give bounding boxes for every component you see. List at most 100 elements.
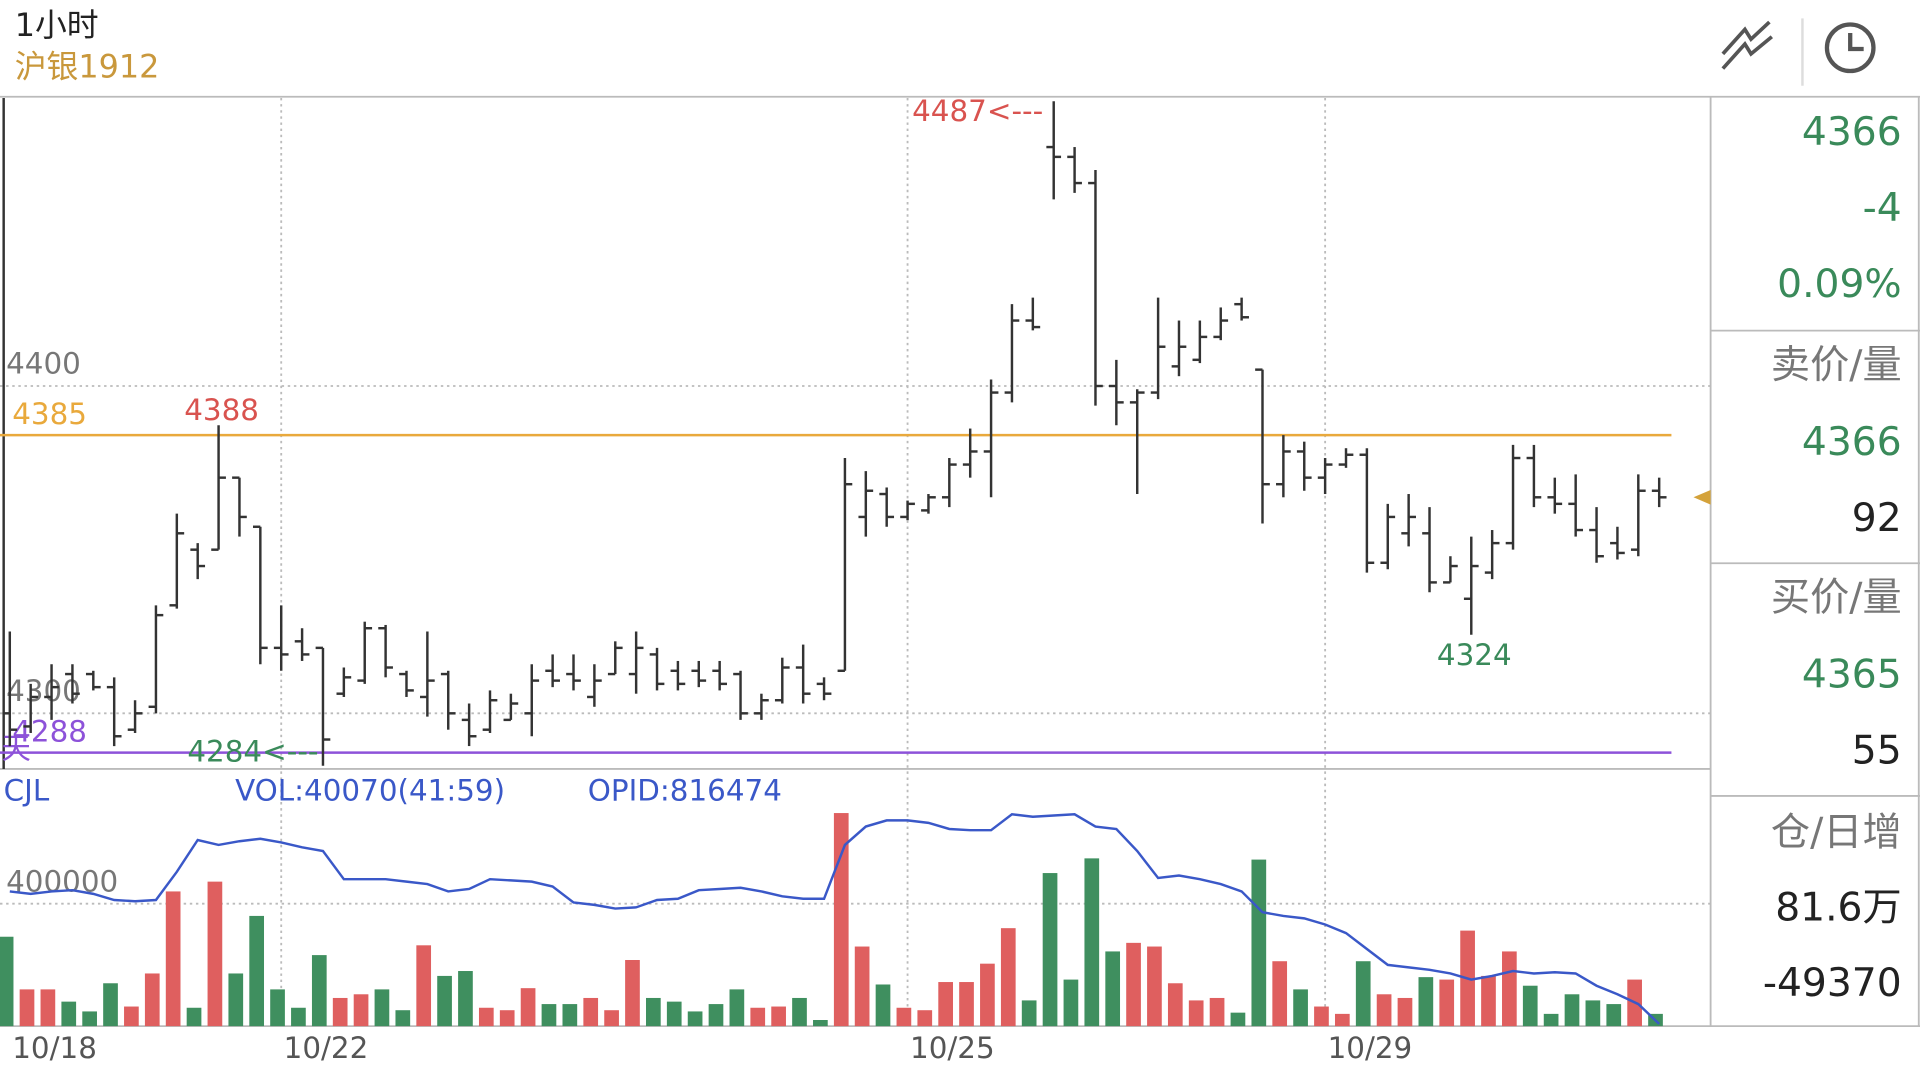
volume-bar [771, 1006, 786, 1027]
legend-entry: VOL:40070(41:59) [235, 774, 505, 808]
volume-bar [520, 988, 536, 1027]
volume-bar [1147, 946, 1162, 1027]
volume-bar [1522, 985, 1538, 1027]
oi-line [9, 813, 1661, 1025]
volume-bar [1042, 873, 1058, 1027]
volume-bar [1439, 979, 1455, 1027]
volume-bar [1606, 1004, 1622, 1027]
reference-label: 4385 [12, 397, 87, 431]
volume-bar [1585, 1000, 1601, 1027]
volume-bar [1564, 994, 1580, 1027]
volume-bar [896, 1007, 912, 1027]
volume-bar [1355, 961, 1371, 1027]
volume-bar [353, 994, 369, 1027]
legend-entry: CJL [4, 774, 50, 808]
volume-bar [144, 973, 160, 1027]
volume-bar [959, 982, 974, 1027]
y-tick-label: 4300 [6, 674, 81, 708]
x-tick-label: 10/18 [12, 1031, 97, 1065]
volume-bar [1418, 977, 1434, 1027]
volume-bar [938, 982, 953, 1027]
plot: 10/1810/2210/2510/2943004400438542888天40… [0, 97, 1711, 1065]
clock-icon[interactable] [1824, 22, 1876, 74]
volume-bar [604, 1010, 619, 1027]
bid-price: 4365 [1802, 653, 1902, 698]
volume-bar [1481, 975, 1496, 1027]
volume-bar [103, 983, 118, 1027]
volume-bar [0, 936, 14, 1027]
volume-bar [980, 963, 995, 1027]
volume-bar [458, 971, 473, 1027]
volume-bar [291, 1007, 306, 1027]
y-tick-label: 4400 [6, 347, 81, 381]
volume-bar [61, 1001, 77, 1027]
volume-bar [541, 1004, 557, 1027]
volume-bar [499, 1010, 515, 1027]
volume-bar [1167, 983, 1183, 1027]
volume-bar [583, 997, 599, 1027]
last-price: 4366 [1802, 110, 1902, 155]
change-pct: 0.09% [1777, 262, 1901, 307]
volume-bar [562, 1004, 578, 1027]
reference-label: 4288 [12, 715, 87, 749]
period[interactable]: 1小时 [15, 6, 99, 44]
volume-bar [1126, 942, 1141, 1027]
frame [0, 95, 1920, 1028]
volume-bar [311, 955, 327, 1027]
volume-bar [270, 989, 285, 1027]
volume-bar [332, 997, 348, 1027]
volume-bar [1334, 1013, 1350, 1027]
annotation: 4487<--- [912, 94, 1043, 128]
volume-bar [1543, 1013, 1559, 1027]
volume-bar [1209, 997, 1225, 1027]
volume-bar [813, 1020, 828, 1027]
volume-bar [1084, 858, 1100, 1027]
volume-bar [687, 1011, 703, 1027]
draw-icon[interactable] [1721, 20, 1774, 70]
volume-bar [82, 1011, 97, 1027]
volume-bar [1063, 979, 1079, 1027]
volume-bar [437, 975, 452, 1027]
legend-entry: OPID:816474 [588, 774, 782, 808]
volume-bar [19, 989, 35, 1027]
volume-bar [1376, 994, 1392, 1027]
volume-bar [1188, 1000, 1204, 1027]
volume-bar [40, 989, 56, 1027]
contract[interactable]: 沪银1912 [15, 48, 160, 86]
volume-bar [666, 1001, 682, 1027]
reference-note: 8天 [0, 732, 31, 766]
annotation: 4324 [1437, 638, 1512, 672]
price-marker [1693, 489, 1711, 505]
volume-bar [708, 1004, 724, 1027]
x-tick-label: 10/29 [1328, 1031, 1413, 1065]
volume-bar [249, 915, 265, 1027]
volume-bar [478, 1007, 494, 1027]
volume-bar [395, 1010, 411, 1027]
volume-bar [124, 1006, 139, 1027]
oi-label: 仓/日增 [1771, 811, 1902, 856]
volume-bar [1000, 928, 1016, 1027]
ask-price: 4366 [1802, 420, 1902, 465]
volume-bar [854, 946, 870, 1027]
volume-bar [416, 945, 432, 1027]
volume-bar [875, 984, 891, 1027]
open-interest: 81.6万 [1775, 885, 1901, 930]
oi-change: -49370 [1763, 961, 1902, 1006]
annotation: 4284<--- [187, 735, 318, 769]
volume-bar [750, 1007, 766, 1027]
volume-bar [1397, 997, 1413, 1027]
volume-bar [1272, 961, 1288, 1027]
volume-bar [625, 960, 640, 1027]
volume-bar [374, 989, 390, 1027]
ask-label: 卖价/量 [1771, 343, 1902, 388]
x-tick-label: 10/25 [910, 1031, 995, 1065]
volume-bar [729, 989, 745, 1027]
annotation: 4388 [184, 393, 259, 427]
volume-bar [207, 881, 223, 1027]
volume-bar [1314, 1006, 1329, 1027]
ask-volume: 92 [1852, 496, 1902, 541]
volume-bar [1230, 1012, 1246, 1027]
